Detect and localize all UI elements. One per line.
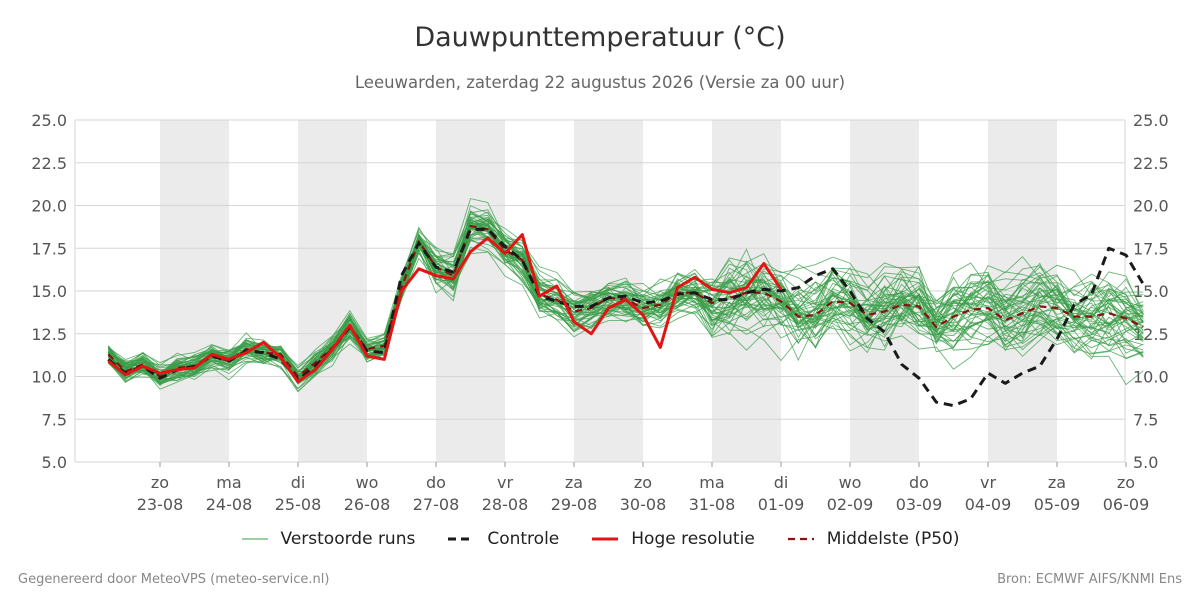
y-tick-label-left: 22.5	[31, 154, 67, 173]
chart-subtitle: Leeuwarden, zaterdag 22 augustus 2026 (V…	[354, 73, 846, 92]
y-tick-label-left: 12.5	[31, 325, 67, 344]
x-tick-day: zo	[1117, 473, 1135, 492]
x-tick-date: 26-08	[344, 495, 391, 514]
x-tick-day: wo	[356, 473, 379, 492]
x-tick-day: di	[291, 473, 306, 492]
x-tick-date: 03-09	[896, 495, 943, 514]
x-tick-day: za	[1048, 473, 1066, 492]
x-tick-date: 01-09	[758, 495, 805, 514]
x-tick-date: 23-08	[137, 495, 184, 514]
legend-label-hires: Hoge resolutie	[631, 529, 755, 549]
x-tick-day: za	[565, 473, 583, 492]
y-tick-label-left: 20.0	[31, 197, 67, 216]
ensemble-run-line	[108, 225, 1144, 390]
series-line-hoge-resolutie	[107, 233, 783, 384]
legend-item-hires: Hoge resolutie	[591, 529, 755, 549]
ensemble-run-line	[107, 222, 1144, 385]
x-tick-day: ma	[699, 473, 724, 492]
footer-source: Bron: ECMWF AIFS/KNMI Ens	[997, 572, 1182, 587]
legend-item-p50: Middelste (P50)	[787, 529, 960, 549]
ensemble-run-line	[108, 237, 1144, 375]
y-tick-label-left: 15.0	[31, 282, 67, 301]
x-tick-day: vr	[497, 473, 513, 492]
y-tick-label-right: 7.5	[1133, 410, 1158, 429]
y-tick-label-right: 17.5	[1133, 239, 1169, 258]
y-tick-label-right: 22.5	[1133, 154, 1169, 173]
footer-generator: Gegenereerd door MeteoVPS (meteo-service…	[18, 572, 330, 587]
x-tick-day: do	[426, 473, 446, 492]
x-tick-date: 25-08	[275, 495, 322, 514]
x-tick-day: zo	[634, 473, 652, 492]
legend-label-controle: Controle	[487, 529, 560, 549]
x-tick-day: di	[774, 473, 789, 492]
x-tick-date: 29-08	[551, 495, 598, 514]
series-line-controle	[107, 227, 1145, 408]
y-tick-label-left: 10.0	[31, 368, 67, 387]
x-tick-date: 06-09	[1103, 495, 1150, 514]
x-tick-day: vr	[980, 473, 996, 492]
y-tick-label-left: 25.0	[31, 111, 67, 130]
y-tick-label-right: 15.0	[1133, 282, 1169, 301]
y-tick-label-right: 5.0	[1133, 453, 1158, 472]
y-axis-right: 25.022.520.017.515.012.510.07.55.0	[1133, 111, 1169, 472]
ensemble-run-line	[107, 220, 1144, 373]
x-tick-date: 24-08	[206, 495, 253, 514]
y-tick-label-left: 7.5	[42, 410, 67, 429]
ensemble-run-line	[108, 233, 1144, 379]
x-tick-date: 05-09	[1034, 495, 1081, 514]
x-tick-date: 04-09	[965, 495, 1012, 514]
x-tick-day: wo	[839, 473, 862, 492]
x-tick-date: 28-08	[482, 495, 529, 514]
y-tick-label-right: 25.0	[1133, 111, 1169, 130]
legend-label-p50: Middelste (P50)	[826, 529, 960, 549]
y-tick-label-right: 20.0	[1133, 197, 1169, 216]
main-series	[107, 224, 1145, 408]
legend-label-ensemble: Verstoorde runs	[280, 529, 416, 549]
x-tick-date: 31-08	[689, 495, 736, 514]
legend-item-controle: Controle	[447, 529, 559, 549]
x-tick-day: zo	[151, 473, 169, 492]
chart-title: Dauwpunttemperatuur (°C)	[414, 22, 786, 53]
legend-item-ensemble: Verstoorde runs	[241, 529, 416, 549]
x-axis: zo 23-08 ma 24-08 di 25-08 wo 26-08 do 27-08 vr 28-…	[137, 462, 1150, 514]
ensemble-run-line	[108, 227, 1144, 380]
dewpoint-chart: 25.022.520.017.515.012.510.07.55.0 25.02…	[31, 111, 1169, 514]
y-tick-label-left: 17.5	[31, 239, 67, 258]
x-tick-date: 30-08	[620, 495, 667, 514]
y-axis-left: 25.0 22.5 20.0 17.5 15.0 12.5 10.0 7.5 5.0	[31, 111, 67, 472]
legend: Verstoorde runs Controle Hoge resolutie …	[0, 529, 1200, 549]
y-tick-label-left: 5.0	[42, 453, 67, 472]
x-tick-date: 02-09	[827, 495, 874, 514]
x-tick-day: do	[909, 473, 929, 492]
y-tick-label-right: 10.0	[1133, 368, 1169, 387]
x-tick-day: ma	[216, 473, 241, 492]
x-tick-date: 27-08	[413, 495, 460, 514]
